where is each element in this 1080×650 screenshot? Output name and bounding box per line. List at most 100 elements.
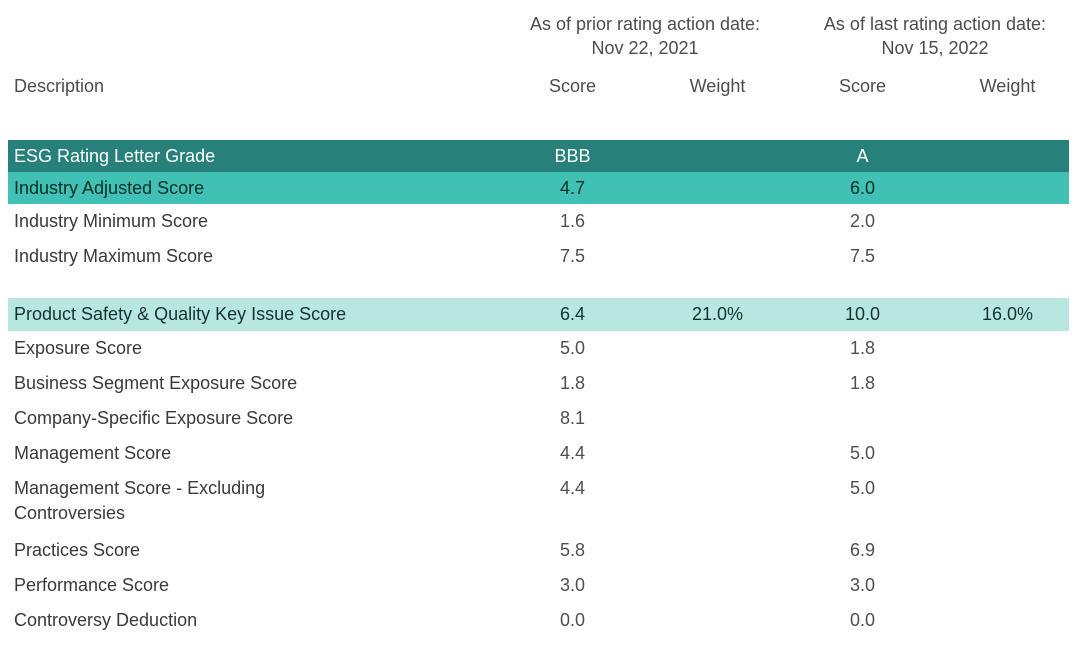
weight-prior-value bbox=[645, 204, 790, 239]
column-header-score-last: Score bbox=[838, 75, 887, 96]
score-prior-value: 7.5 bbox=[500, 239, 645, 274]
row-label-text: Controversy Deduction bbox=[14, 610, 198, 630]
weight-last-value bbox=[935, 471, 1080, 533]
row-label-text: Management Score - Excluding Controversi… bbox=[14, 478, 266, 523]
score-last-value: 2.0 bbox=[790, 204, 935, 239]
row-label-text: Performance Score bbox=[14, 575, 170, 595]
score-last-value: 7.5 bbox=[790, 239, 935, 274]
table-row: Company-Specific Exposure Score 8.1 bbox=[8, 401, 1069, 436]
weight-last-value bbox=[935, 436, 1080, 471]
column-header-description: Description bbox=[14, 75, 105, 96]
weight-prior-value bbox=[645, 140, 790, 172]
row-label: Practices Score bbox=[8, 533, 500, 568]
weight-prior-value bbox=[645, 239, 790, 274]
weight-prior-value bbox=[645, 366, 790, 401]
weight-last-value bbox=[935, 140, 1080, 172]
table-row: Industry Maximum Score 7.5 7.5 bbox=[8, 239, 1069, 274]
score-last-value-text: A bbox=[856, 145, 869, 166]
score-last-value-text: 6.0 bbox=[849, 177, 876, 198]
score-prior-value-text: 5.0 bbox=[559, 338, 586, 358]
table-row: Practices Score 5.8 6.9 bbox=[8, 533, 1069, 568]
column-header-row: Description Score Weight Score Weight bbox=[8, 73, 1069, 99]
section-gap bbox=[0, 274, 1080, 298]
weight-last-value bbox=[935, 204, 1080, 239]
row-label-text: Practices Score bbox=[14, 540, 141, 560]
score-last-value-text: 0.0 bbox=[849, 610, 876, 630]
score-prior-value: 1.6 bbox=[500, 204, 645, 239]
score-prior-value-text: 4.4 bbox=[559, 443, 586, 463]
row-label-text: Company-Specific Exposure Score bbox=[14, 408, 294, 428]
score-prior-value-text: 1.6 bbox=[559, 211, 586, 231]
row-label: Industry Adjusted Score bbox=[8, 172, 500, 204]
row-label-text: Industry Minimum Score bbox=[14, 211, 209, 231]
score-prior-value-text: 4.7 bbox=[559, 177, 586, 198]
weight-last-value bbox=[935, 331, 1080, 366]
row-label-text: Industry Adjusted Score bbox=[14, 177, 205, 198]
row-label: Exposure Score bbox=[8, 331, 500, 366]
table-row: Product Safety & Quality Key Issue Score… bbox=[8, 298, 1069, 331]
table-row: Industry Adjusted Score 4.7 6.0 bbox=[8, 172, 1069, 204]
score-last-value: 5.0 bbox=[790, 436, 935, 471]
weight-last-value-text: 16.0% bbox=[981, 304, 1034, 324]
row-label: Management Score - Excluding Controversi… bbox=[8, 471, 500, 533]
score-last-value-text: 3.0 bbox=[849, 575, 876, 595]
row-label-text: Product Safety & Quality Key Issue Score bbox=[14, 304, 347, 324]
score-last-value: 3.0 bbox=[790, 568, 935, 603]
weight-last-value: 16.0% bbox=[935, 298, 1080, 331]
weight-prior-value: 21.0% bbox=[645, 298, 790, 331]
table-row: Industry Minimum Score 1.6 2.0 bbox=[8, 204, 1069, 239]
score-prior-value-text: 6.4 bbox=[559, 304, 586, 324]
score-prior-value-text: BBB bbox=[554, 145, 591, 166]
row-label: Business Segment Exposure Score bbox=[8, 366, 500, 401]
score-prior-value-text: 8.1 bbox=[559, 408, 586, 428]
weight-last-value bbox=[935, 603, 1080, 638]
weight-last-value bbox=[935, 401, 1080, 436]
weight-last-value bbox=[935, 172, 1080, 204]
table-row: Exposure Score 5.0 1.8 bbox=[8, 331, 1069, 366]
score-prior-value: BBB bbox=[500, 140, 645, 172]
row-label: Performance Score bbox=[8, 568, 500, 603]
last-rating-date: Nov 15, 2022 bbox=[881, 38, 989, 58]
score-last-value: A bbox=[790, 140, 935, 172]
weight-last-value bbox=[935, 568, 1080, 603]
score-last-value-text: 10.0 bbox=[844, 304, 881, 324]
row-label: Management Score bbox=[8, 436, 500, 471]
weight-last-value bbox=[935, 366, 1080, 401]
score-last-value-text: 1.8 bbox=[849, 338, 876, 358]
weight-prior-value bbox=[645, 172, 790, 204]
prior-rating-date: Nov 22, 2021 bbox=[591, 38, 699, 58]
table-row: Controversy Deduction 0.0 0.0 bbox=[8, 603, 1069, 638]
score-last-value bbox=[790, 401, 935, 436]
score-last-value: 1.8 bbox=[790, 366, 935, 401]
column-header-weight-last: Weight bbox=[979, 75, 1036, 96]
last-rating-title: As of last rating action date: bbox=[823, 14, 1047, 34]
weight-prior-value bbox=[645, 401, 790, 436]
score-last-value: 6.0 bbox=[790, 172, 935, 204]
row-label: Industry Maximum Score bbox=[8, 239, 500, 274]
table-row: Management Score 4.4 5.0 bbox=[8, 436, 1069, 471]
score-prior-value: 1.8 bbox=[500, 366, 645, 401]
score-last-value-text: 7.5 bbox=[849, 246, 876, 266]
score-prior-value: 0.0 bbox=[500, 603, 645, 638]
prior-rating-group-header: As of prior rating action date: Nov 22, … bbox=[500, 12, 790, 60]
row-label-text: Exposure Score bbox=[14, 338, 143, 358]
score-prior-value: 8.1 bbox=[500, 401, 645, 436]
table-row: ESG Rating Letter Grade BBB A bbox=[8, 140, 1069, 172]
table-header: As of prior rating action date: Nov 22, … bbox=[0, 12, 1080, 99]
weight-prior-value bbox=[645, 436, 790, 471]
score-prior-value: 6.4 bbox=[500, 298, 645, 331]
score-last-value: 10.0 bbox=[790, 298, 935, 331]
weight-prior-value bbox=[645, 568, 790, 603]
score-last-value-text: 5.0 bbox=[849, 443, 876, 463]
score-last-value: 6.9 bbox=[790, 533, 935, 568]
score-last-value-text: 2.0 bbox=[849, 211, 876, 231]
row-label: Product Safety & Quality Key Issue Score bbox=[8, 298, 500, 331]
score-last-value-text: 5.0 bbox=[849, 478, 876, 498]
last-rating-group-header: As of last rating action date: Nov 15, 2… bbox=[790, 12, 1080, 60]
score-prior-value: 3.0 bbox=[500, 568, 645, 603]
column-header-weight-prior: Weight bbox=[689, 75, 746, 96]
score-prior-value-text: 1.8 bbox=[559, 373, 586, 393]
row-label: Controversy Deduction bbox=[8, 603, 500, 638]
score-prior-value: 4.4 bbox=[500, 471, 645, 533]
